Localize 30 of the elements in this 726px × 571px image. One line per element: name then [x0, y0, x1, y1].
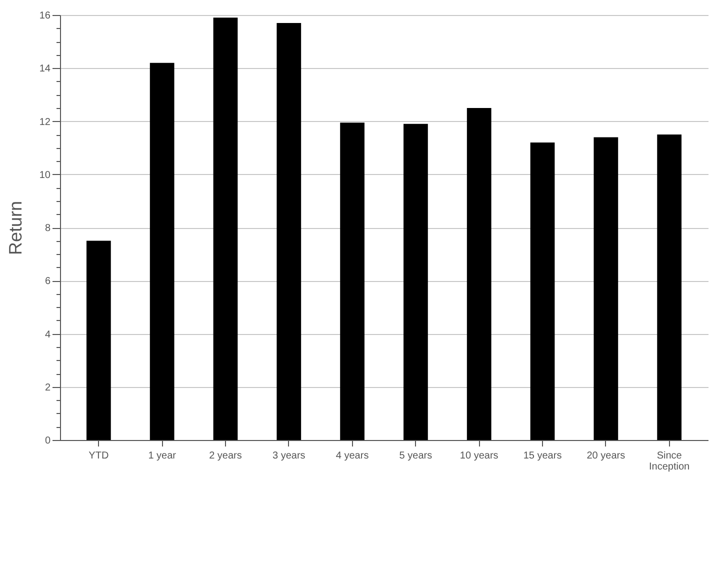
x-tick-label: 10 years — [460, 450, 498, 462]
y-tick-label: 12 — [39, 116, 51, 128]
x-tick-label: 2 years — [209, 450, 242, 462]
y-tick-label: 2 — [44, 382, 51, 394]
x-tick-label: 20 years — [586, 450, 626, 462]
bar — [86, 240, 111, 440]
x-tick-label: 5 years — [399, 450, 432, 462]
bar — [466, 108, 492, 440]
x-tick-label: 4 years — [336, 450, 369, 462]
bar — [657, 134, 682, 440]
bar — [404, 124, 428, 440]
x-tick-label: YTD — [88, 450, 109, 462]
y-tick-label: 0 — [44, 436, 51, 446]
bar — [340, 122, 364, 440]
x-tick-label: 15 years — [523, 450, 562, 462]
y-tick-label: 4 — [44, 329, 51, 340]
y-tick-label: 14 — [39, 64, 51, 75]
y-tick-label: 16 — [39, 10, 51, 22]
x-tick-label: 1 year — [148, 450, 177, 462]
bar — [594, 137, 618, 440]
bar — [213, 18, 238, 440]
x-tick-label: 3 years — [272, 450, 306, 462]
y-axis-title: Return — [5, 200, 26, 256]
bar — [150, 62, 174, 440]
y-tick-label: 6 — [44, 276, 51, 288]
bar — [530, 142, 555, 440]
y-tick-label: 8 — [44, 223, 51, 234]
y-tick-label: 10 — [39, 170, 51, 181]
bar — [276, 22, 302, 440]
x-tick-label: Since Inception — [649, 450, 690, 472]
